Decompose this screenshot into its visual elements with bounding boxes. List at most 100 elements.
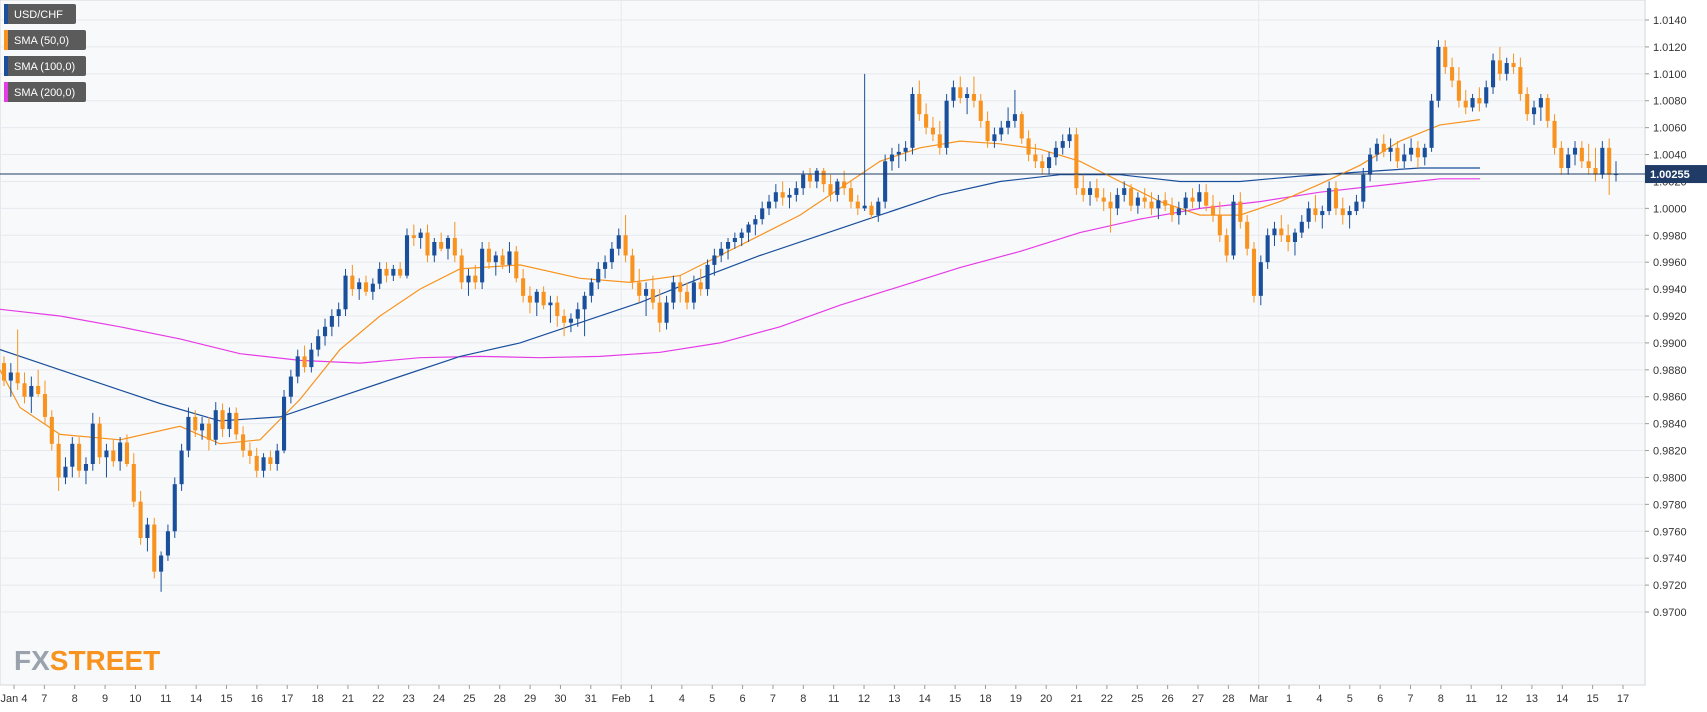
sma-50-series (0, 119, 1481, 445)
x-tick-label: 21 (1070, 693, 1082, 705)
candle-body (876, 201, 881, 216)
candle-body (1019, 114, 1024, 139)
x-tick-label: 13 (888, 693, 900, 705)
candle-body (534, 291, 539, 303)
legend-label: SMA (100,0) (14, 61, 75, 73)
candle-body (200, 423, 205, 431)
candle-body (473, 275, 478, 283)
candle-body (657, 302, 662, 323)
candle-body (15, 372, 20, 384)
y-tick-label: 0.9740 (1653, 553, 1687, 565)
candle-body (1333, 188, 1338, 209)
x-tick-label: 6 (740, 693, 746, 705)
candle-body (1101, 197, 1106, 202)
candle-body (165, 531, 170, 556)
candle-body (404, 235, 410, 276)
candle-body (1258, 262, 1263, 296)
candle-body (288, 376, 293, 397)
x-tick-label: 5 (709, 693, 715, 705)
last-price-label: 1.00255 (1650, 169, 1690, 181)
candle-body (828, 184, 833, 195)
candle-body (732, 237, 737, 242)
x-tick-label: 5 (1347, 693, 1353, 705)
candle-body (1169, 205, 1175, 216)
candle-body (855, 201, 860, 209)
candle-body (944, 100, 949, 148)
y-tick-label: 1.0040 (1653, 150, 1687, 162)
candle-body (1525, 94, 1530, 115)
candle-body (309, 349, 314, 368)
candle-body (1497, 60, 1502, 74)
candle-body (596, 268, 601, 283)
x-tick-label: 17 (1617, 693, 1629, 705)
candle-body (1190, 197, 1195, 202)
candle-body (1251, 248, 1257, 296)
y-tick-label: 1.0100 (1653, 69, 1687, 81)
candle-body (193, 416, 198, 431)
candle-body (719, 248, 724, 256)
x-tick-label: 4 (679, 693, 685, 705)
candle-body (1135, 197, 1140, 206)
y-tick-label: 0.9920 (1653, 311, 1687, 323)
candle-body (589, 282, 594, 296)
x-tick-label: 28 (1222, 693, 1234, 705)
candle-body (1593, 168, 1598, 175)
candle-body (1, 363, 7, 381)
legend-label: USD/CHF (14, 9, 63, 21)
x-tick-label: 15 (220, 693, 232, 705)
candle-body (1053, 147, 1058, 158)
candle-body (227, 412, 232, 430)
candle-body (1511, 63, 1516, 68)
sma-50-line (0, 119, 1481, 445)
candle-body (609, 248, 614, 263)
candle-body (159, 555, 164, 572)
x-tick-label: 12 (858, 693, 870, 705)
candle-body (753, 219, 758, 225)
candle-body (1313, 208, 1318, 216)
x-tick-label: 7 (41, 693, 47, 705)
candle-body (1292, 232, 1298, 242)
x-tick-label: 31 (585, 693, 597, 705)
candle-body (1272, 228, 1277, 236)
candle-body (848, 188, 854, 202)
candle-body (268, 457, 273, 464)
candle-body (1361, 174, 1366, 202)
candle-body (77, 443, 82, 471)
candle-body (1217, 215, 1222, 236)
candle-body (459, 255, 464, 283)
candle-body (220, 410, 225, 430)
candle-body (466, 275, 471, 283)
y-tick-label: 1.0120 (1653, 42, 1687, 54)
candle-body (1231, 201, 1236, 256)
x-tick-label: 1 (648, 693, 654, 705)
candle-body (432, 242, 437, 256)
watermark-fx: FX (14, 645, 50, 676)
candle-body (322, 326, 328, 337)
candle-body (1429, 100, 1434, 148)
candle-body (56, 443, 61, 478)
candle-body (1176, 208, 1181, 216)
candle-body (350, 275, 355, 290)
x-tick-label: 11 (828, 693, 839, 705)
candle-body (377, 268, 382, 284)
candle-body (623, 235, 628, 256)
y-tick-label: 1.0060 (1653, 123, 1687, 135)
candle-body (1552, 120, 1557, 148)
candle-body (411, 235, 416, 238)
candle-body (1122, 188, 1127, 195)
x-tick-label: 18 (979, 693, 991, 705)
candle-body (398, 268, 403, 276)
candle-body (234, 412, 239, 435)
y-axis: 1.0140 1.0120 1.0100 1.0080 1.0060 1.0040 1.00… (1645, 15, 1687, 619)
candle-body (910, 94, 915, 148)
candle-body (1142, 197, 1147, 202)
legend-swatch (4, 30, 8, 50)
candle-body (1279, 228, 1284, 236)
x-tick-label: 30 (554, 693, 566, 705)
candle-body (862, 205, 867, 209)
candle-body (131, 464, 136, 502)
candle-body (801, 174, 806, 189)
candle-body (889, 154, 895, 162)
x-tick-label: 15 (1587, 693, 1599, 705)
x-tick-label: 22 (372, 693, 384, 705)
